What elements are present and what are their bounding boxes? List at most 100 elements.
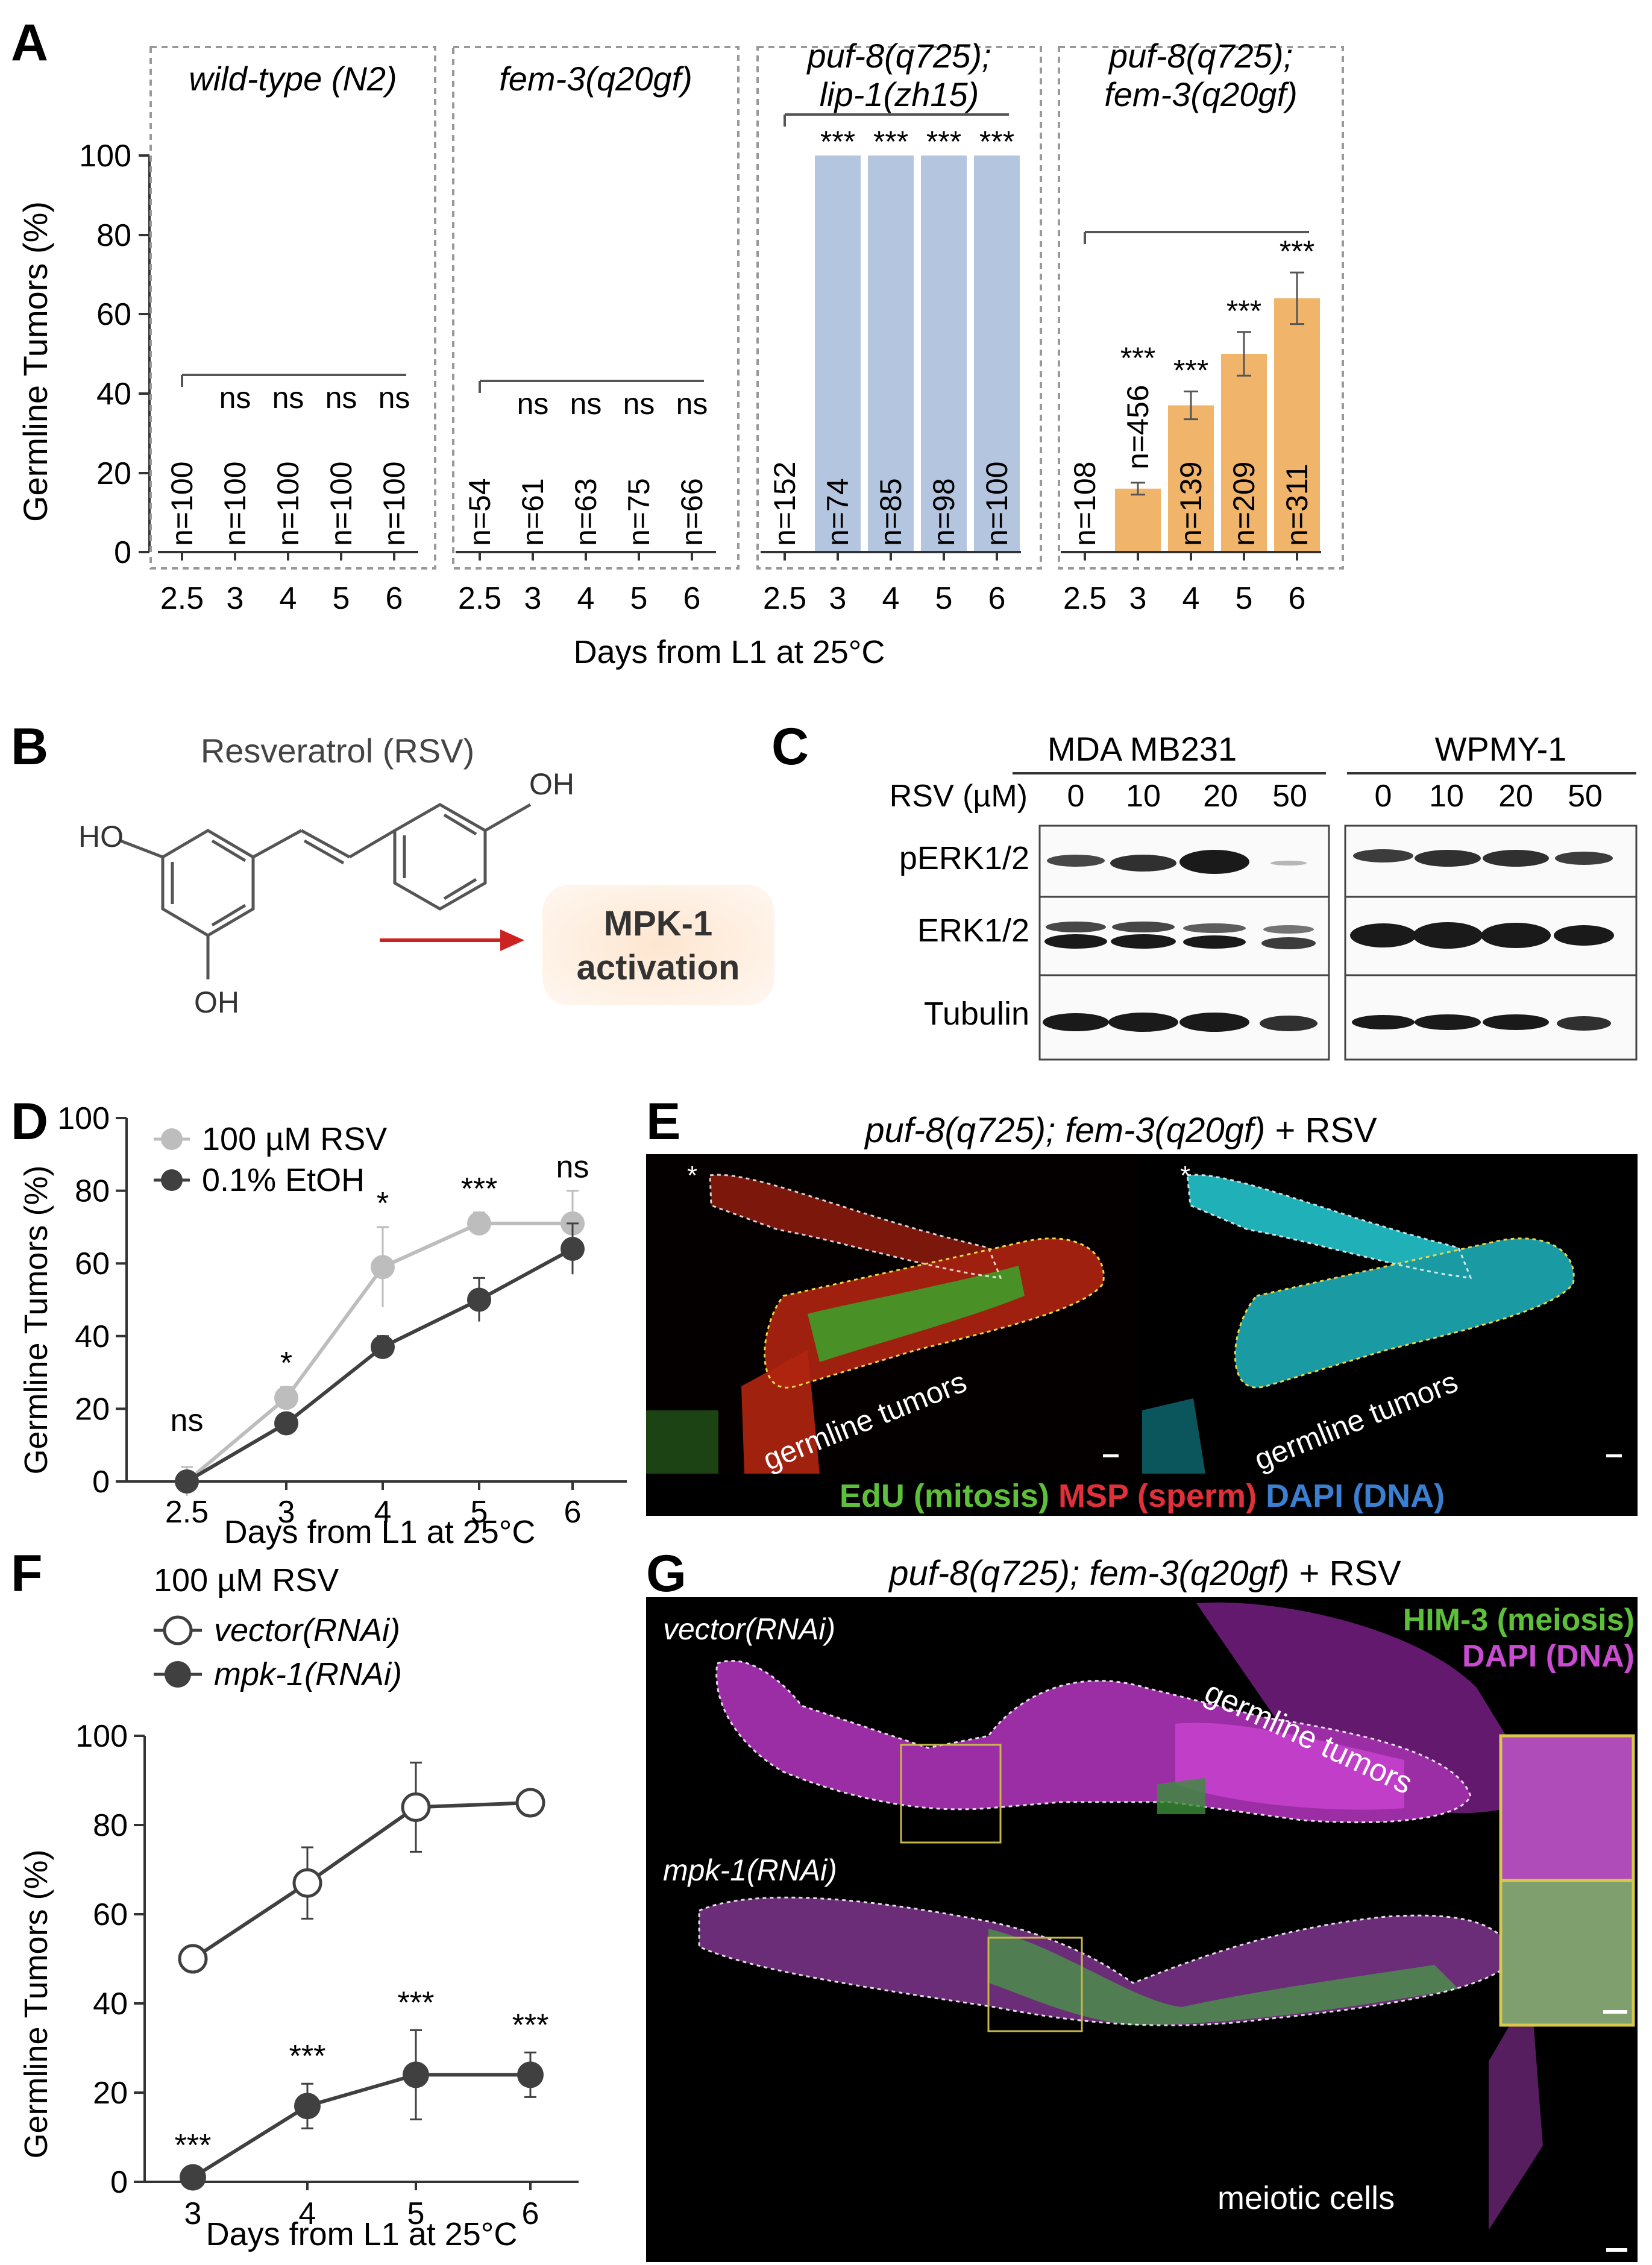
x-tick-label: 2.5 (458, 581, 501, 616)
n-label: n=100 (165, 462, 199, 546)
panel-letter-d: D (11, 1093, 48, 1151)
y-tick-label: 80 (75, 1174, 110, 1209)
panel-a-xlabel: Days from L1 at 25°C (574, 634, 885, 670)
asterisk-right: * (1180, 1161, 1190, 1190)
blot-row-label: Tubulin (924, 996, 1029, 1032)
n-label: n=108 (1068, 462, 1102, 546)
legend-etoh: 0.1% EtOH (202, 1162, 365, 1198)
x-tick-label: 3 (278, 1495, 295, 1530)
dose-10: 10 (1126, 779, 1161, 814)
label-mpk1-rnai: mpk-1(RNAi) (663, 1853, 837, 1887)
y-tick-label: 40 (93, 1987, 128, 2022)
x-tick-label: 4 (577, 581, 595, 616)
germline-right-stain (1142, 1173, 1575, 1474)
panel-a-ytick: 40 (96, 377, 131, 412)
data-point (175, 1469, 199, 1494)
y-tick-label: 60 (93, 1897, 128, 1932)
data-point (371, 1255, 395, 1280)
panel-f-ylabel: Germline Tumors (%) (18, 1849, 54, 2158)
panel-c: C MDA MB231 WPMY-1 RSV (µM) 0 10 20 50 0… (771, 718, 1638, 1061)
bar (815, 156, 861, 552)
panel-letter-a: A (11, 14, 48, 72)
resveratrol-structure (120, 803, 532, 979)
panel-b: B Resveratrol (RSV) OH HO O (11, 718, 774, 1019)
x-tick-label: 5 (935, 581, 953, 616)
panel-g-title: puf-8(q725); fem-3(q20gf) + RSV (888, 1554, 1401, 1593)
panel-letter-g: G (646, 1545, 686, 1603)
legend-msp: MSP (sperm) (1058, 1478, 1257, 1514)
group-box (149, 46, 436, 570)
data-point (180, 2164, 206, 2191)
dose-0: 0 (1375, 779, 1392, 814)
sig-label: *** (873, 125, 908, 159)
x-tick-label: 5 (1236, 581, 1253, 616)
x-tick-label: 2.5 (165, 1495, 209, 1530)
group-box (1058, 46, 1344, 570)
n-label: n=74 (821, 478, 855, 546)
y-tick-label: 20 (75, 1392, 110, 1427)
panel-g-treatment: + RSV (1289, 1554, 1401, 1593)
x-tick-label: 4 (299, 2196, 316, 2231)
sig-label: ns (623, 387, 655, 421)
x-tick-label: 2.5 (160, 581, 204, 616)
caption-meiotic-cells: meiotic cells (1217, 2180, 1395, 2216)
panel-a-ylabel: Germline Tumors (%) (16, 201, 54, 522)
x-tick-label: 3 (1129, 581, 1147, 616)
n-label: n=54 (463, 478, 497, 546)
panel-e: E puf-8(q725); fem-3(q20gf) + RSV * germ… (646, 1093, 1638, 1516)
group-title: fem-3(q20gf) (1104, 75, 1298, 113)
n-label: n=61 (516, 478, 550, 546)
blot-row-label: pERK1/2 (899, 840, 1029, 876)
x-tick-label: 3 (227, 581, 244, 616)
group-box (452, 46, 740, 570)
x-tick-label: 3 (184, 2196, 202, 2231)
n-label: n=209 (1227, 462, 1261, 546)
n-label: n=98 (927, 478, 961, 546)
rsv-dose-label: RSV (µM) (890, 779, 1028, 814)
data-point (294, 2093, 321, 2120)
panel-e-genotype: puf-8(q725); fem-3(q20gf) (864, 1111, 1265, 1150)
panel-a-yaxis: 0 20 40 60 80 100 (79, 139, 151, 570)
ho-left-label: HO (78, 820, 124, 853)
x-tick-label: 2.5 (1063, 581, 1107, 616)
n-label: n=75 (622, 478, 656, 546)
panel-letter-c: C (771, 718, 809, 776)
data-point (517, 2061, 544, 2088)
panel-d-axes (125, 1118, 627, 1483)
sig-label: ns (517, 387, 549, 421)
x-tick-label: 6 (386, 581, 403, 616)
y-tick-label: 100 (75, 1719, 128, 1754)
sig-label: ns (378, 381, 410, 415)
panel-letter-f: F (11, 1545, 43, 1603)
panel-e-legend: EdU (mitosis) MSP (sperm) DAPI (DNA) (840, 1478, 1445, 1514)
legend-him3: HIM-3 (meiosis) (1403, 1603, 1635, 1638)
panel-f-header: 100 µM RSV (154, 1562, 339, 1598)
germline-bottom-stain (698, 1896, 1543, 2230)
sig-label: *** (979, 125, 1014, 159)
n-label: n=100 (324, 462, 358, 546)
legend-marker-vector (163, 1615, 193, 1645)
legend-dapi-g: DAPI (DNA) (1462, 1639, 1635, 1674)
data-point (467, 1211, 491, 1236)
sig-label: * (280, 1346, 292, 1381)
x-tick-label: 6 (683, 581, 701, 616)
panel-a-ytick: 100 (79, 139, 131, 174)
bar (1221, 354, 1267, 552)
sig-label: ns (219, 381, 251, 415)
x-tick-label: 4 (882, 581, 900, 616)
panel-e-treatment: + RSV (1265, 1111, 1377, 1150)
sig-label: *** (289, 2039, 326, 2074)
data-point (292, 1868, 322, 1898)
y-tick-label: 40 (75, 1319, 110, 1354)
data-point (274, 1411, 298, 1436)
data-point (178, 1944, 208, 1974)
y-tick-label: 100 (57, 1101, 110, 1136)
panel-letter-e: E (646, 1093, 680, 1151)
n-label: n=100 (377, 462, 411, 546)
sig-label: ns (570, 387, 602, 421)
sig-label: *** (926, 125, 961, 159)
mpk1-label: MPK-1 (604, 904, 712, 943)
panel-a-ytick: 60 (96, 297, 131, 332)
group-box (756, 46, 1042, 570)
